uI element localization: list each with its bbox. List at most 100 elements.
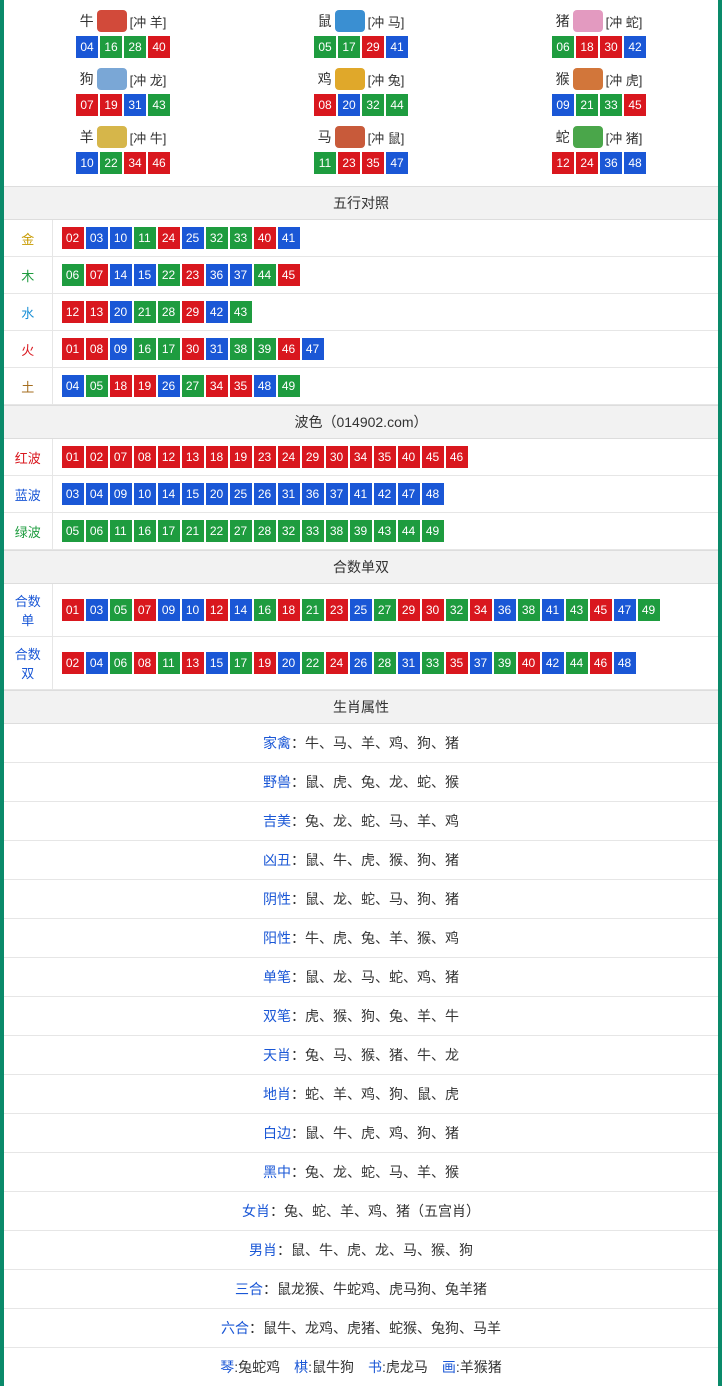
number-badge: 48 [624,152,646,174]
zodiac-numbers: 06183042 [480,36,718,58]
number-badge: 33 [230,227,252,249]
number-badge: 10 [110,227,132,249]
footer-row: 琴:兔蛇鸡 棋:鼠牛狗 书:虎龙马 画:羊猴猪 [4,1348,718,1386]
heshu-table: 合数单0103050709101214161821232527293032343… [4,584,718,690]
number-badge: 07 [134,599,156,621]
number-badge: 37 [230,264,252,286]
zodiac-conflict: [冲 马] [368,12,405,31]
row-numbers: 0108091617303138394647 [52,331,718,368]
zodiac-header: 狗[冲 龙] [80,68,167,90]
number-badge: 20 [110,301,132,323]
number-badge: 38 [230,338,252,360]
number-badge: 42 [374,483,396,505]
attribute-key: 白边 [263,1125,291,1141]
attribute-row: 三合：鼠龙猴、牛蛇鸡、虎马狗、兔羊猪 [4,1270,718,1309]
number-badge: 19 [134,375,156,397]
number-badge: 27 [182,375,204,397]
attribute-key: 女肖 [242,1203,270,1219]
number-badge: 18 [110,375,132,397]
row-label: 土 [4,368,52,405]
number-badge: 36 [206,264,228,286]
number-badge: 22 [158,264,180,286]
number-badge: 19 [254,652,276,674]
number-badge: 02 [62,652,84,674]
zodiac-name: 蛇 [556,127,570,147]
number-badge: 47 [386,152,408,174]
number-badge: 43 [566,599,588,621]
table-row: 火0108091617303138394647 [4,331,718,368]
number-badge: 07 [110,446,132,468]
attribute-key: 单笔 [263,969,291,985]
attribute-row: 六合：鼠牛、龙鸡、虎猪、蛇猴、兔狗、马羊 [4,1309,718,1348]
number-badge: 47 [398,483,420,505]
row-label: 火 [4,331,52,368]
attribute-key: 地肖 [263,1086,291,1102]
number-badge: 26 [254,483,276,505]
zodiac-name: 狗 [80,69,94,89]
number-badge: 22 [100,152,122,174]
section-heshu-title: 合数单双 [4,550,718,584]
zodiac-icon [97,126,127,148]
number-badge: 25 [230,483,252,505]
number-badge: 37 [470,652,492,674]
number-badge: 15 [134,264,156,286]
zodiac-cell: 鼠[冲 马]05172941 [242,6,480,64]
number-badge: 23 [254,446,276,468]
row-label: 合数双 [4,637,52,690]
attribute-row: 家禽：牛、马、羊、鸡、狗、猪 [4,724,718,763]
zodiac-header: 羊 [冲 牛] [80,126,167,148]
table-row: 木06071415222336374445 [4,257,718,294]
number-badge: 46 [148,152,170,174]
number-badge: 04 [76,36,98,58]
zodiac-numbers: 07193143 [4,94,242,116]
number-badge: 35 [362,152,384,174]
number-badge: 33 [422,652,444,674]
number-badge: 25 [182,227,204,249]
wuxing-table: 金02031011242532334041木060714152223363744… [4,220,718,405]
number-badge: 34 [124,152,146,174]
number-badge: 36 [600,152,622,174]
number-badge: 10 [76,152,98,174]
attribute-key: 三合 [235,1281,263,1297]
number-badge: 44 [566,652,588,674]
zodiac-cell: 牛[冲 羊]04162840 [4,6,242,64]
zodiac-conflict: [冲 蛇] [606,12,643,31]
attribute-key: 吉美 [263,813,291,829]
number-badge: 46 [590,652,612,674]
number-badge: 17 [230,652,252,674]
zodiac-conflict: [冲 牛] [130,128,167,147]
number-badge: 31 [398,652,420,674]
number-badge: 47 [614,599,636,621]
attribute-row: 阴性：鼠、龙、蛇、马、狗、猪 [4,880,718,919]
table-row: 土04051819262734354849 [4,368,718,405]
number-badge: 41 [542,599,564,621]
number-badge: 05 [110,599,132,621]
number-badge: 24 [158,227,180,249]
attribute-key: 天肖 [263,1047,291,1063]
zodiac-cell: 猪[冲 蛇] 06183042 [480,6,718,64]
zodiac-grid: 牛[冲 羊]04162840鼠[冲 马]05172941猪[冲 蛇]061830… [4,0,718,186]
number-badge: 14 [230,599,252,621]
number-badge: 33 [600,94,622,116]
number-badge: 46 [278,338,300,360]
zodiac-conflict: [冲 羊] [130,12,167,31]
footer-key: 画 [442,1359,456,1375]
number-badge: 12 [552,152,574,174]
row-numbers: 0204060811131517192022242628313335373940… [52,637,718,690]
number-badge: 26 [350,652,372,674]
attribute-row: 双笔：虎、猴、狗、兔、羊、牛 [4,997,718,1036]
attribute-key: 六合 [221,1320,249,1336]
number-badge: 39 [494,652,516,674]
zodiac-icon [573,68,603,90]
number-badge: 20 [338,94,360,116]
zodiac-cell: 马[冲 鼠]11233547 [242,122,480,180]
zodiac-header: 猪[冲 蛇] [556,10,643,32]
number-badge: 14 [158,483,180,505]
number-badge: 13 [182,446,204,468]
number-badge: 16 [254,599,276,621]
number-badge: 18 [278,599,300,621]
zodiac-name: 羊 [80,127,94,147]
number-badge: 41 [386,36,408,58]
number-badge: 10 [182,599,204,621]
attribute-value: ：虎、猴、狗、兔、羊、牛 [291,1008,459,1024]
